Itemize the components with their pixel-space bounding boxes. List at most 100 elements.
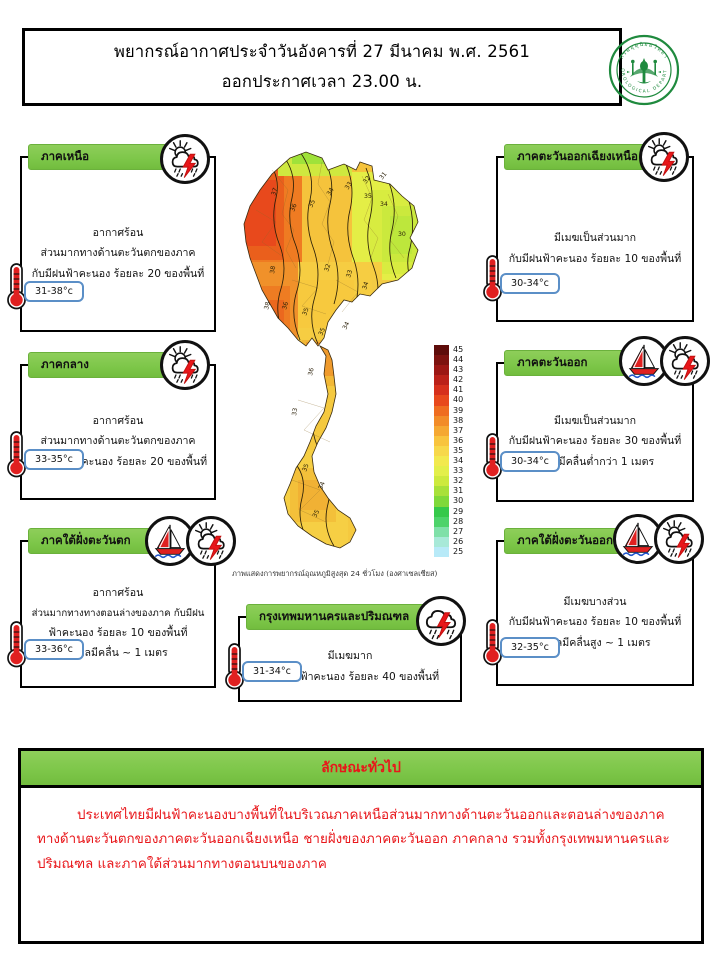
sun-cloud-thunder-rain-icon xyxy=(639,132,689,182)
svg-text:34: 34 xyxy=(326,187,336,197)
map-color-legend: 45 44 43 42 41 40 39 38 37 36 35 34 33 32 31 30 29 28 27 26… xyxy=(434,345,486,557)
legend-swatch xyxy=(434,496,449,507)
legend-swatch xyxy=(434,506,449,517)
weather-icons xyxy=(416,596,466,646)
desc-line: ทะเลมีคลื่น ~ 1 เมตร xyxy=(68,647,168,660)
svg-text:35: 35 xyxy=(301,307,310,317)
legend-row: 45 xyxy=(434,345,486,356)
region-description: มีเมฆมาก โดยมีฝนฟ้าคะนอง ร้อยละ 40 ของพื… xyxy=(248,640,452,694)
summary-title: ลักษณะทั่วไป xyxy=(321,760,401,776)
legend-label: 30 xyxy=(453,496,464,506)
legend-row: 42 xyxy=(434,375,486,386)
legend-swatch xyxy=(434,526,449,537)
svg-text:35: 35 xyxy=(301,463,310,473)
region-title: กรุงเทพมหานครและปริมณฑล xyxy=(259,609,410,623)
header-title-line1: พยากรณ์อากาศประจำวันอังคารที่ 27 มีนาคม … xyxy=(113,42,531,61)
region-card-south-west[interactable]: ภาคใต้ฝั่งตะวันตก อากาศร้อน ส่วนมากทางทา… xyxy=(7,516,236,688)
legend-row: 30 xyxy=(434,496,486,507)
legend-swatch xyxy=(434,385,449,396)
desc-line: มีเมฆเป็นส่วนมาก xyxy=(553,232,637,245)
desc-line: อากาศร้อน xyxy=(92,587,144,600)
legend-swatch xyxy=(434,476,449,487)
legend-label: 40 xyxy=(453,395,464,405)
legend-row: 27 xyxy=(434,526,486,537)
legend-swatch xyxy=(434,375,449,386)
legend-label: 36 xyxy=(453,435,464,445)
legend-swatch xyxy=(434,486,449,497)
legend-swatch xyxy=(434,355,449,366)
legend-label: 43 xyxy=(453,365,464,375)
legend-label: 41 xyxy=(453,385,464,395)
temperature-forecast-map: 37 36 35 34 33 32 31 30 32 33 34 38 38 3… xyxy=(232,150,490,590)
header-box: พยากรณ์อากาศประจำวันอังคารที่ 27 มีนาคม … xyxy=(22,28,622,106)
region-title: ภาคตะวันออกเฉียงเหนือ xyxy=(517,149,638,163)
region-description: มีเมฆบางส่วน กับมีฝนฟ้าคะนอง ร้อยละ 10 ข… xyxy=(506,568,684,678)
region-card-northeast[interactable]: ภาคตะวันออกเฉียงเหนือ มีเมฆเป็นส่วนมาก ก… xyxy=(483,132,694,322)
legend-row: 41 xyxy=(434,385,486,396)
desc-line: มีเมฆมาก xyxy=(327,650,373,663)
region-description: อากาศร้อน ส่วนมากทางด้านตะวันตกของภาค กั… xyxy=(30,184,206,324)
weather-icons xyxy=(160,134,210,184)
temperature-readout: 30-34°c xyxy=(480,432,560,480)
desc-line: มีเมฆบางส่วน xyxy=(563,595,627,608)
svg-text:36: 36 xyxy=(307,367,315,376)
desc-line: กับมีฝนฟ้าคะนอง ร้อยละ 30 ของพื้นที่ xyxy=(508,435,682,448)
card-frame xyxy=(496,156,694,322)
svg-text:35: 35 xyxy=(317,327,327,337)
svg-text:33: 33 xyxy=(291,407,299,416)
svg-text:32: 32 xyxy=(362,175,372,186)
legend-label: 45 xyxy=(453,345,464,354)
svg-text:32: 32 xyxy=(323,263,332,273)
legend-swatch xyxy=(434,425,449,436)
temperature-badge: 31-38°c xyxy=(24,281,84,302)
svg-text:31: 31 xyxy=(378,171,388,182)
svg-text:34: 34 xyxy=(342,321,352,331)
thailand-map: 37 36 35 34 33 32 31 30 32 33 34 38 38 3… xyxy=(243,151,419,549)
legend-row: 28 xyxy=(434,516,486,527)
province-boundaries xyxy=(255,161,405,523)
legend-swatch xyxy=(434,435,449,446)
legend-row: 43 xyxy=(434,365,486,376)
legend-label: 32 xyxy=(453,476,464,486)
legend-row: 38 xyxy=(434,415,486,426)
svg-text:36: 36 xyxy=(281,301,290,311)
card-frame xyxy=(496,362,694,502)
region-card-east[interactable]: ภาคตะวันออก มีเมฆเป็นส่วนมาก กับมีฝนฟ้าค… xyxy=(483,336,710,502)
desc-line: ส่วนมากทางด้านตะวันตกของภาค xyxy=(40,247,196,260)
region-card-south-east[interactable]: ภาคใต้ฝั่งตะวันออก มีเมฆบางส่วน กับมีฝนฟ… xyxy=(483,514,704,686)
region-card-bangkok[interactable]: กรุงเทพมหานครและปริมณฑล มีเมฆมาก โดยมีฝน… xyxy=(225,596,466,702)
legend-row: 36 xyxy=(434,435,486,446)
contour-labels: 37 36 35 34 33 32 31 30 32 33 34 38 38 3… xyxy=(263,171,406,519)
region-card-central[interactable]: ภาคกลาง อากาศร้อน ส่วนมากทางด้านตะวันตกข… xyxy=(7,340,216,500)
svg-text:34: 34 xyxy=(317,481,326,491)
temperature-readout: 31-38°c xyxy=(4,262,84,310)
legend-row: 29 xyxy=(434,506,486,517)
legend-row: 44 xyxy=(434,355,486,366)
region-card-north[interactable]: ภาคเหนือ อากาศร้อน ส่วนมากทางด้านตะวันตก… xyxy=(7,134,216,332)
desc-line: อากาศร้อน xyxy=(92,226,144,239)
svg-text:30: 30 xyxy=(398,231,406,238)
legend-swatch xyxy=(434,456,449,467)
region-description: มีเมฆเป็นส่วนมาก กับมีฝนฟ้าคะนอง ร้อยละ … xyxy=(506,390,684,494)
legend-row: 32 xyxy=(434,476,486,487)
svg-text:35: 35 xyxy=(312,509,322,519)
svg-text:METEOROLOGICAL DEPARTMENT: METEOROLOGICAL DEPARTMENT xyxy=(607,33,669,95)
svg-text:36: 36 xyxy=(289,203,298,213)
weather-icons xyxy=(639,132,689,182)
legend-swatch xyxy=(434,445,449,457)
map-outline-peninsula xyxy=(283,345,357,549)
svg-text:34: 34 xyxy=(380,201,388,208)
legend-label: 38 xyxy=(453,415,464,425)
legend-swatch xyxy=(434,466,449,477)
region-title: ภาคใต้ฝั่งตะวันออก xyxy=(517,533,613,547)
svg-text:38: 38 xyxy=(263,301,272,310)
svg-text:33: 33 xyxy=(344,181,354,191)
desc-line: ส่วนมากทางด้านตะวันตกของภาค xyxy=(40,435,196,448)
svg-text:35: 35 xyxy=(307,199,317,209)
temperature-readout: 33-35°c xyxy=(4,430,84,478)
legend-swatch xyxy=(434,365,449,376)
temperature-readout: 33-36°c xyxy=(4,620,84,668)
desc-line: ทะเลมีคลื่นต่ำกว่า 1 เมตร xyxy=(535,455,655,468)
region-title: ภาคใต้ฝั่งตะวันตก xyxy=(41,533,131,547)
